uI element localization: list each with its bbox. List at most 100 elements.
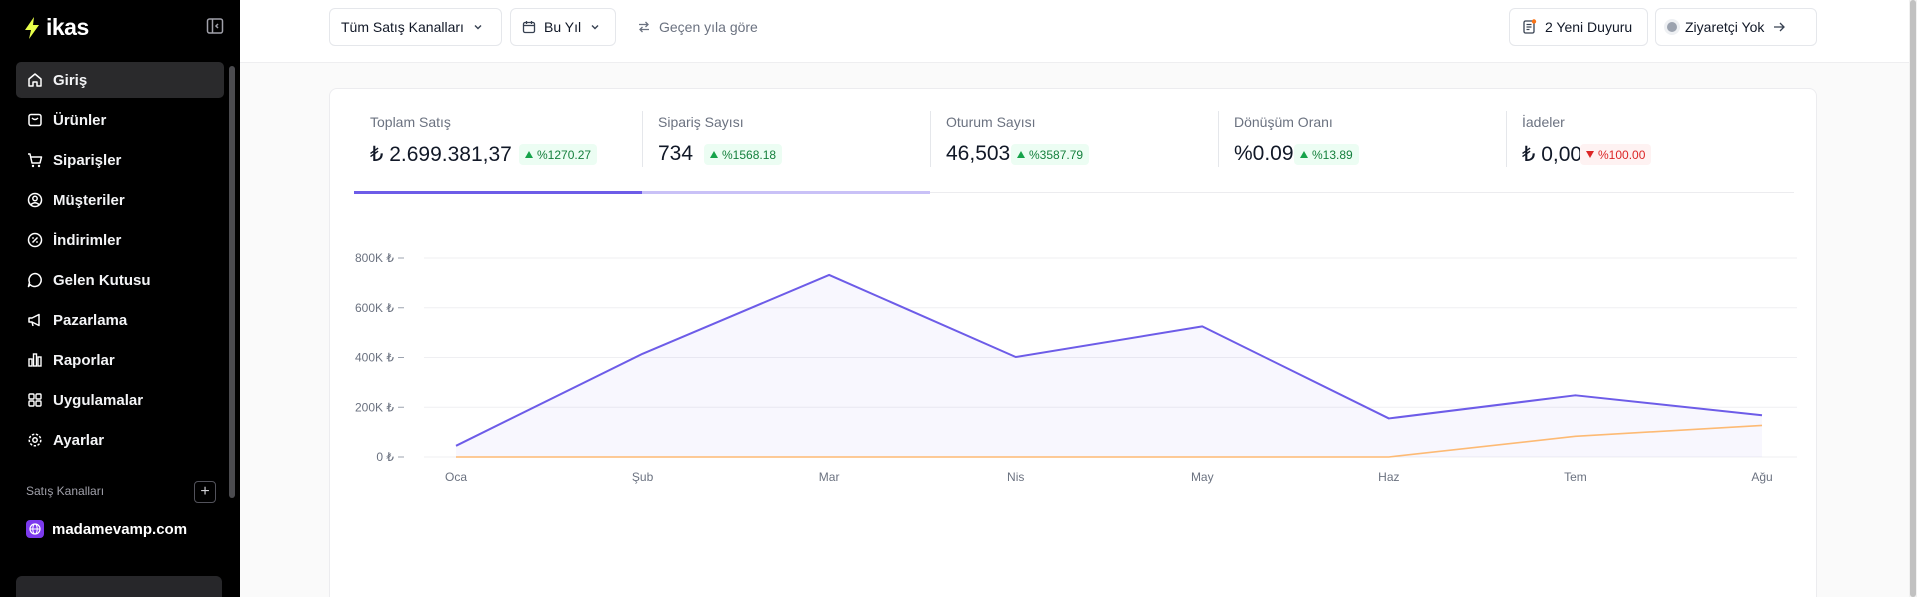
stat-label: Dönüşüm Oranı — [1234, 114, 1333, 130]
x-tick-label: Tem — [1564, 470, 1587, 484]
chat-icon — [27, 272, 42, 288]
trend-up-icon — [525, 151, 533, 158]
channel-filter-label: Tüm Satış Kanalları — [341, 19, 464, 35]
nav-item-musteriler[interactable]: Müşteriler — [16, 182, 224, 218]
stat-label: Oturum Sayısı — [946, 114, 1036, 130]
x-tick-label: Haz — [1378, 470, 1399, 484]
megaphone-icon — [28, 313, 40, 327]
change-value: %100.00 — [1598, 147, 1646, 162]
nav-label: Giriş — [53, 71, 88, 89]
y-tick-label: 200K ₺ — [355, 400, 394, 414]
add-channel-button[interactable]: + — [194, 481, 216, 503]
x-tick-label: Oca — [445, 470, 467, 484]
grid-icon — [28, 393, 42, 407]
stat-value: ₺ 2.699.381,37 — [370, 143, 512, 166]
sidebar: ikas Giriş Ürünler Siparişler Müşteriler… — [0, 0, 240, 597]
nav-label: Raporlar — [53, 351, 115, 369]
sales-line-chart: 0 ₺ 200K ₺ 400K ₺ 600K ₺ 800K ₺ Oca Şub Mar Nis M… — [355, 251, 1797, 484]
divider — [1506, 111, 1507, 167]
nav-item-gelen-kutusu[interactable]: Gelen Kutusu — [16, 262, 224, 298]
change-value: %1568.18 — [722, 147, 777, 162]
nav-label: Ayarlar — [53, 431, 105, 449]
change-value: %13.89 — [1312, 147, 1353, 162]
series-line — [455, 273, 1763, 447]
sidebar-footer[interactable] — [16, 576, 222, 597]
sidebar-scrollbar[interactable] — [229, 66, 235, 498]
nav-item-siparisler[interactable]: Siparişler — [16, 142, 224, 178]
swap-arrows-icon — [639, 21, 649, 33]
stat-label: İadeler — [1522, 114, 1565, 130]
home-icon — [28, 73, 42, 87]
stat-value: 734 — [658, 142, 694, 165]
stat-order-count[interactable]: Sipariş Sayısı 734 %1568.18 — [642, 111, 930, 192]
x-tick-label: Ağu — [1751, 470, 1772, 484]
y-tick-label: 400K ₺ — [355, 351, 394, 365]
bar-chart-icon — [28, 353, 42, 367]
stat-conversion-rate[interactable]: Dönüşüm Oranı %0.09 %13.89 — [1218, 111, 1506, 192]
nav-item-ayarlar[interactable]: Ayarlar — [16, 422, 224, 458]
series-line — [456, 424, 1763, 458]
chevron-down-icon — [591, 25, 599, 30]
change-badge: %1568.18 — [704, 144, 783, 165]
tabs-underline — [354, 192, 1794, 193]
nav-label: Uygulamalar — [53, 391, 144, 409]
change-badge: %3587.79 — [1011, 144, 1090, 165]
change-value: %1270.27 — [537, 147, 592, 162]
stat-label: Sipariş Sayısı — [658, 114, 744, 130]
nav-item-urunler[interactable]: Ürünler — [16, 102, 224, 138]
newspaper-icon — [1523, 19, 1537, 34]
channel-item[interactable]: madamevamp.com — [26, 520, 187, 538]
trend-up-icon — [1300, 151, 1308, 158]
stat-label: Toplam Satış — [370, 114, 451, 130]
nav-item-pazarlama[interactable]: Pazarlama — [16, 302, 224, 338]
channel-name: madamevamp.com — [52, 520, 188, 538]
cart-icon — [28, 153, 43, 168]
series-area — [456, 274, 1762, 457]
bolt-icon — [25, 16, 39, 39]
main-nav: Giriş Ürünler Siparişler Müşteriler İndi… — [16, 62, 224, 462]
divider — [1218, 111, 1219, 167]
sidebar-collapse-icon[interactable] — [206, 17, 224, 35]
visitors-label: Ziyaretçi Yok — [1685, 19, 1765, 35]
nav-label: Ürünler — [53, 111, 107, 129]
change-badge: %1270.27 — [519, 144, 598, 165]
nav-item-giris[interactable]: Giriş — [16, 62, 224, 98]
trend-up-icon — [1017, 151, 1025, 158]
stat-value: 46,503 — [946, 142, 1011, 165]
channel-filter-dropdown[interactable]: Tüm Satış Kanalları — [329, 8, 502, 46]
comparison-tab-indicator — [642, 191, 930, 194]
page-scrollbar-thumb[interactable] — [1910, 0, 1916, 597]
nav-label: İndirimler — [53, 231, 122, 249]
x-tick-label: Mar — [819, 470, 840, 484]
top-bar: Tüm Satış Kanalları Bu Yıl Geçen yıla gö… — [240, 0, 1909, 63]
nav-item-raporlar[interactable]: Raporlar — [16, 342, 224, 378]
date-filter-label: Bu Yıl — [544, 19, 582, 35]
change-badge: %100.00 — [1580, 144, 1652, 165]
sales-overview-card: Toplam Satış ₺ 2.699.381,37 %1270.27 Sip… — [329, 88, 1817, 597]
stat-value: %0.09 — [1234, 142, 1294, 165]
nav-label: Siparişler — [53, 151, 122, 169]
page-scrollbar[interactable] — [1909, 0, 1917, 597]
stat-total-sales[interactable]: Toplam Satış ₺ 2.699.381,37 %1270.27 — [354, 111, 642, 192]
active-tab-indicator — [354, 191, 642, 194]
nav-label: Pazarlama — [53, 311, 128, 329]
brand-logo[interactable]: ikas — [22, 14, 89, 41]
date-filter-dropdown[interactable]: Bu Yıl — [510, 8, 616, 46]
announcements-label: 2 Yeni Duyuru — [1545, 19, 1633, 35]
x-tick-label: May — [1191, 470, 1214, 484]
nav-label: Gelen Kutusu — [53, 271, 151, 289]
stat-returns[interactable]: İadeler ₺ 0,00 %100.00 — [1506, 111, 1794, 192]
x-tick-label: Şub — [632, 470, 654, 484]
stat-session-count[interactable]: Oturum Sayısı 46,503 %3587.79 — [930, 111, 1218, 192]
y-tick-label: 0 ₺ — [376, 450, 394, 464]
sales-channels-label: Satış Kanalları — [26, 484, 105, 498]
compare-toggle[interactable]: Geçen yıla göre — [637, 8, 758, 46]
trend-down-icon — [1586, 151, 1594, 158]
announcements-button[interactable]: 2 Yeni Duyuru — [1509, 8, 1648, 46]
change-badge: %13.89 — [1294, 144, 1359, 165]
stats-row: Toplam Satış ₺ 2.699.381,37 %1270.27 Sip… — [354, 111, 1794, 192]
divider — [642, 111, 643, 167]
nav-item-indirimler[interactable]: İndirimler — [16, 222, 224, 258]
visitors-button[interactable]: Ziyaretçi Yok — [1655, 8, 1817, 46]
nav-item-uygulamalar[interactable]: Uygulamalar — [16, 382, 224, 418]
